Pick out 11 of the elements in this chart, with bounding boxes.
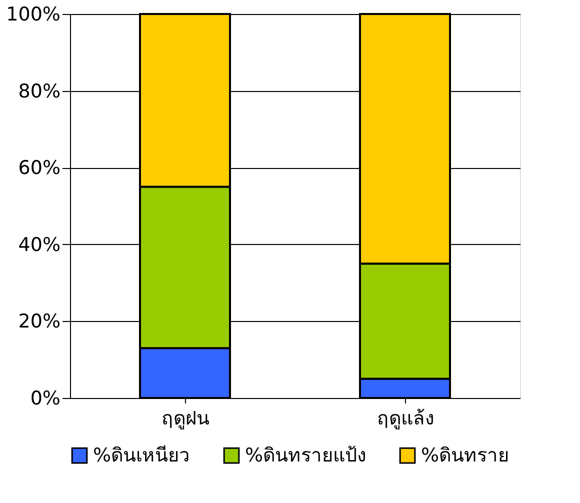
y-tick-label: 100% xyxy=(6,4,60,26)
x-tick-label: ฤดูฝน xyxy=(162,408,210,430)
y-tick-label: 40% xyxy=(18,234,60,256)
y-tick-label: 20% xyxy=(18,310,60,333)
legend-label: %ดินทรายแป้ง xyxy=(245,444,366,467)
x-tick-label: ฤดูแล้ง xyxy=(377,408,434,430)
legend-label: %ดินทราย xyxy=(421,444,510,467)
y-tick-label: 0% xyxy=(30,388,60,410)
y-tick-label: 80% xyxy=(18,80,60,102)
legend-label: %ดินเหนียว xyxy=(93,444,190,467)
y-tick-label: 60% xyxy=(18,157,60,180)
